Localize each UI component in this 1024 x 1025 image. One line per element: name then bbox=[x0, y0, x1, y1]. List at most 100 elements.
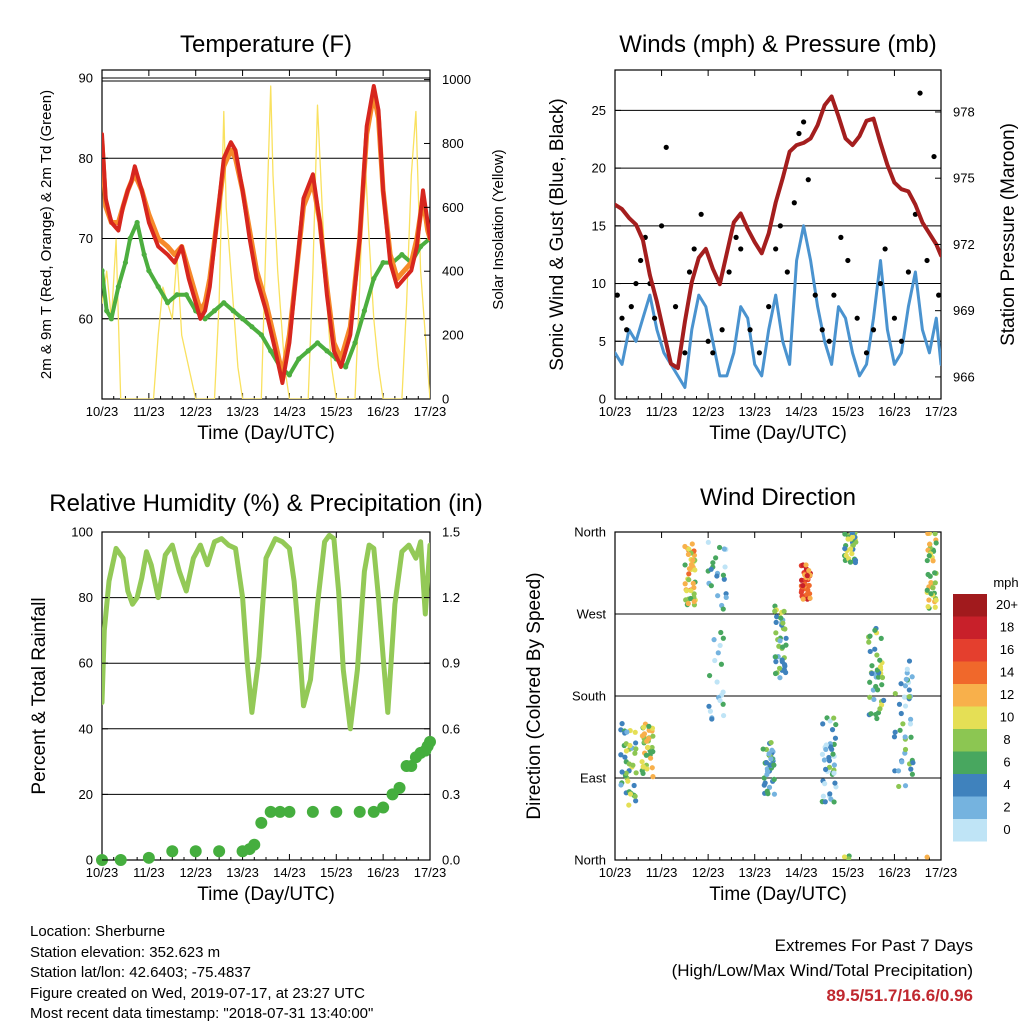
direction-point bbox=[798, 589, 804, 595]
direction-point bbox=[826, 764, 833, 770]
direction-point bbox=[691, 598, 697, 605]
direction-point bbox=[832, 735, 839, 741]
direction-point bbox=[823, 766, 829, 772]
dewpoint-point bbox=[268, 348, 274, 354]
direction-point bbox=[932, 570, 938, 576]
gust-point bbox=[924, 257, 930, 264]
direction-point bbox=[877, 664, 884, 670]
dewpoint-point bbox=[211, 308, 218, 314]
direction-point bbox=[708, 583, 714, 589]
direction-point bbox=[896, 701, 903, 707]
direction-point bbox=[821, 757, 828, 763]
y-tick-label: 60 bbox=[79, 311, 93, 326]
y-tick-label: 90 bbox=[79, 71, 93, 86]
solar-line bbox=[102, 85, 430, 399]
direction-point bbox=[930, 558, 936, 564]
y-tick-label: 0 bbox=[86, 853, 93, 868]
precip-point bbox=[393, 781, 406, 794]
colorbar-label: 2 bbox=[1003, 800, 1010, 815]
y2-tick-label: 400 bbox=[442, 264, 464, 279]
gust-point bbox=[870, 327, 877, 333]
station-info: Location: Sherburne Station elevation: 3… bbox=[30, 922, 373, 1025]
dewpoint-point bbox=[108, 316, 114, 322]
gust-point bbox=[705, 338, 711, 344]
y-tick-label: 20 bbox=[79, 787, 93, 802]
dewpoint-point bbox=[258, 332, 264, 338]
direction-point bbox=[874, 715, 880, 722]
direction-point bbox=[850, 542, 856, 548]
dewpoint-point bbox=[296, 356, 302, 362]
direction-point bbox=[765, 791, 771, 797]
direction-point bbox=[845, 536, 851, 542]
precip-point bbox=[283, 805, 296, 818]
direction-point bbox=[909, 674, 915, 680]
dewpoint-point bbox=[230, 308, 236, 314]
direction-point bbox=[721, 576, 727, 582]
direction-point bbox=[768, 739, 774, 746]
y2-tick-label: 1.5 bbox=[442, 525, 460, 540]
direction-point bbox=[827, 791, 833, 797]
precip-point bbox=[367, 805, 380, 818]
station-location: Location: Sherburne bbox=[30, 923, 166, 940]
direction-point bbox=[720, 635, 726, 641]
dewpoint-point bbox=[141, 251, 147, 258]
direction-point bbox=[690, 557, 696, 563]
extremes-title: Extremes For Past 7 Days bbox=[774, 936, 973, 955]
x-tick-label: 10/23 bbox=[599, 404, 632, 419]
gust-point bbox=[773, 246, 779, 252]
x-tick-label: 14/23 bbox=[785, 865, 818, 880]
direction-point bbox=[774, 614, 780, 620]
direction-point bbox=[823, 742, 829, 748]
direction-point bbox=[867, 694, 873, 700]
dewpoint-point bbox=[314, 340, 321, 346]
direction-point bbox=[909, 771, 915, 777]
dewpoint-point bbox=[174, 292, 180, 298]
direction-point bbox=[641, 731, 648, 737]
x-tick-label: 10/23 bbox=[86, 865, 119, 880]
direction-point bbox=[689, 541, 695, 547]
direction-point bbox=[831, 741, 837, 747]
dewpoint-point bbox=[361, 308, 367, 314]
y-tick-label: 60 bbox=[79, 656, 93, 671]
x-tick-label: 17/23 bbox=[414, 404, 447, 419]
y2-tick-label: 200 bbox=[442, 328, 464, 343]
direction-point bbox=[892, 768, 898, 774]
direction-point bbox=[618, 752, 624, 758]
direction-point bbox=[783, 635, 789, 641]
precip-point bbox=[248, 838, 261, 851]
y2-tick-label: 1.2 bbox=[442, 590, 460, 605]
y-tick-label: 40 bbox=[79, 721, 93, 736]
y2-tick-label: 0.9 bbox=[442, 656, 460, 671]
gust-point bbox=[801, 119, 807, 125]
direction-point bbox=[633, 770, 639, 776]
precip-point bbox=[424, 735, 436, 748]
direction-point bbox=[640, 770, 646, 776]
direction-point bbox=[711, 637, 717, 643]
direction-point bbox=[633, 746, 639, 752]
direction-point bbox=[682, 543, 688, 550]
gust-point bbox=[796, 130, 802, 137]
x-tick-label: 12/23 bbox=[692, 404, 725, 419]
direction-point bbox=[630, 762, 636, 768]
direction-point bbox=[778, 615, 784, 621]
direction-point bbox=[712, 657, 718, 664]
extremes-values: 89.5/51.7/16.6/0.96 bbox=[826, 986, 973, 1005]
direction-point bbox=[879, 682, 885, 688]
direction-point bbox=[623, 748, 630, 754]
direction-point bbox=[766, 751, 772, 757]
direction-point bbox=[822, 799, 828, 805]
y2-tick-label: 972 bbox=[953, 237, 975, 252]
colorbar-swatch bbox=[953, 661, 987, 684]
direction-point bbox=[833, 721, 839, 728]
dewpoint-point bbox=[102, 268, 105, 274]
x-tick-label: 16/23 bbox=[878, 865, 911, 880]
direction-point bbox=[691, 591, 697, 597]
colorbar-swatch bbox=[953, 594, 987, 617]
direction-point bbox=[706, 672, 713, 679]
direction-point bbox=[925, 532, 931, 537]
x-tick-label: 11/23 bbox=[646, 404, 678, 419]
direction-point bbox=[763, 760, 770, 766]
colorbar-swatch bbox=[953, 729, 987, 752]
direction-point bbox=[867, 648, 873, 655]
gust-point bbox=[658, 223, 665, 229]
